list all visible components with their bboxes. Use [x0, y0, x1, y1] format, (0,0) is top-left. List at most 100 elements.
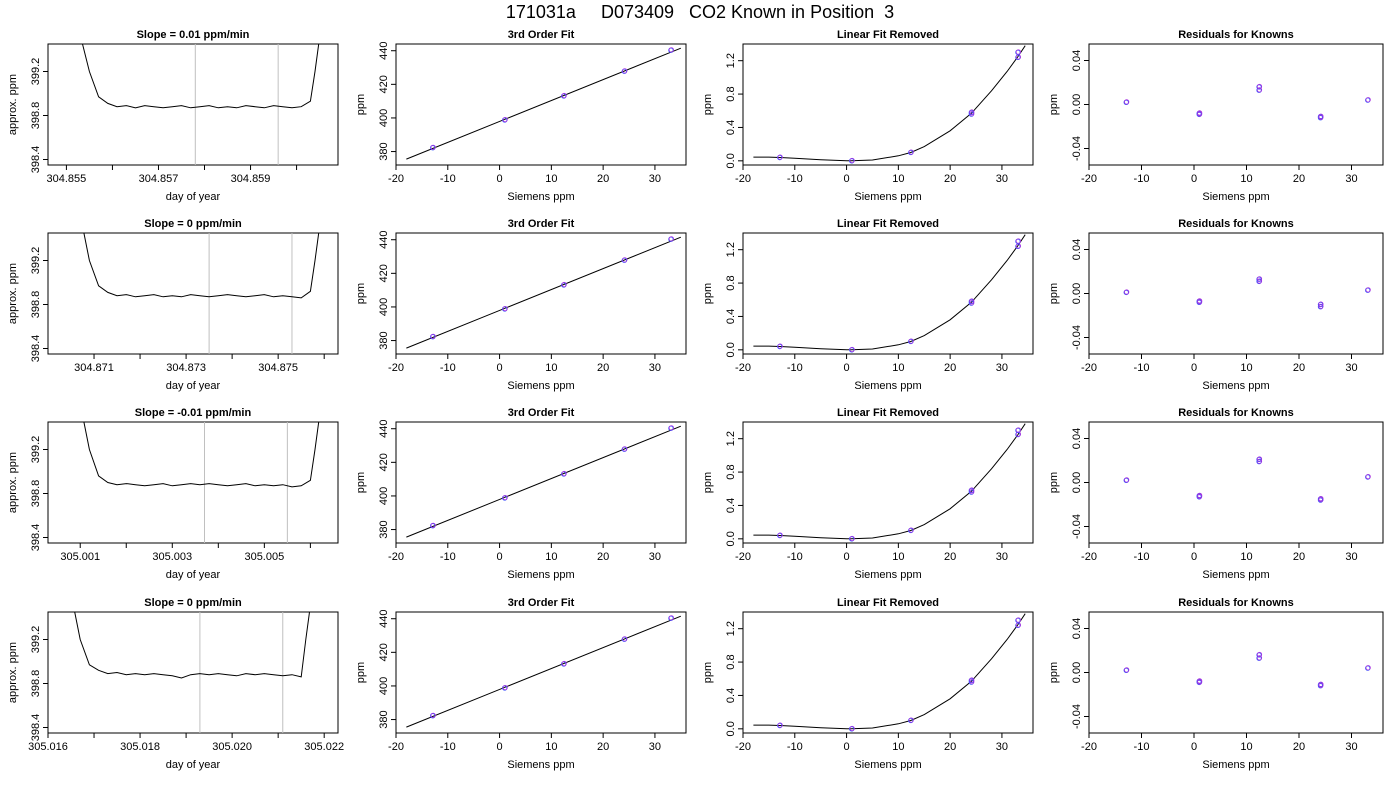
data-point-overlay — [622, 446, 628, 452]
data-point-overlay — [1256, 655, 1263, 661]
y-tick-label: 0.04 — [1071, 618, 1083, 639]
x-tick-label: -20 — [1081, 362, 1097, 374]
panel-0-2: Linear Fit Removed Siemens ppm ppm -20 -10 0 1… — [702, 29, 1034, 203]
y-tick-label: 398.4 — [30, 335, 42, 363]
x-tick-label: 0 — [844, 551, 850, 563]
x-tick-label: 305.016 — [28, 741, 68, 753]
data-point-overlay — [969, 677, 975, 683]
x-tick-label: -10 — [1134, 741, 1150, 753]
data-point-overlay — [430, 522, 436, 528]
x-tick-label: 20 — [1293, 741, 1305, 753]
y-axis-label: ppm — [702, 283, 714, 304]
x-tick-label: 10 — [892, 362, 904, 374]
fit-curve — [753, 423, 1026, 540]
x-axis-label: Siemens ppm — [854, 380, 921, 392]
x-tick-label: 305.001 — [60, 551, 100, 563]
x-tick-label: -10 — [787, 362, 803, 374]
x-tick-label: 305.020 — [212, 741, 252, 753]
x-axis-label: Siemens ppm — [507, 380, 574, 392]
data-point-overlay — [430, 333, 436, 339]
data-point-overlay — [1256, 87, 1263, 93]
data-point-overlay — [908, 149, 914, 155]
y-axis-label: ppm — [355, 662, 367, 683]
y-tick-label: 399.2 — [30, 626, 42, 654]
plot-frame — [742, 611, 1034, 734]
data-point-overlay — [1318, 497, 1324, 503]
x-tick-label: -10 — [440, 173, 456, 185]
data-point-overlay — [1015, 617, 1021, 623]
panel-3-3: Residuals for Knowns Siemens ppm ppm -20 -10… — [1048, 597, 1384, 771]
x-tick-label: 10 — [545, 362, 557, 374]
x-tick-label: 20 — [597, 551, 609, 563]
x-tick-label: 10 — [892, 173, 904, 185]
x-axis-label: Siemens ppm — [507, 191, 574, 203]
x-tick-label: 10 — [1240, 362, 1252, 374]
y-axis-label: approx. ppm — [7, 263, 19, 324]
panel-1-1: 3rd Order Fit Siemens ppm ppm -20 -10 0 10 20 30… — [355, 218, 687, 392]
x-tick-label: 305.005 — [244, 551, 284, 563]
data-point-overlay — [430, 144, 436, 150]
y-tick-label: 0.04 — [1071, 239, 1083, 260]
data-point-overlay — [777, 154, 783, 160]
y-axis-label: ppm — [702, 94, 714, 115]
data-point-overlay — [622, 68, 628, 74]
plot-area — [83, 233, 320, 354]
x-tick-label: 20 — [597, 741, 609, 753]
plot-area — [83, 422, 320, 543]
x-tick-label: 0 — [1191, 741, 1197, 753]
x-tick-label: 30 — [996, 551, 1008, 563]
y-tick-label: 400 — [378, 298, 390, 316]
x-tick-label: 0 — [844, 173, 850, 185]
data-point-overlay — [908, 338, 914, 344]
x-tick-label: 304.859 — [231, 173, 271, 185]
fit-curve — [753, 45, 1026, 162]
x-tick-label: 0 — [497, 173, 503, 185]
data-point-overlay — [622, 636, 628, 642]
data-point-overlay — [777, 532, 783, 538]
y-tick-label: -0.04 — [1071, 325, 1083, 350]
panel-2-3: Residuals for Knowns Siemens ppm ppm -20 -10… — [1048, 407, 1384, 581]
x-tick-label: -20 — [735, 362, 751, 374]
x-tick-label: 10 — [1240, 741, 1252, 753]
y-tick-label: -0.04 — [1071, 704, 1083, 729]
y-tick-label: 440 — [378, 42, 390, 60]
data-point-overlay — [1318, 301, 1324, 307]
panel-1-0: Slope = 0 ppm/min day of year approx. ppm 3… — [7, 218, 339, 392]
y-tick-label: 399.2 — [30, 436, 42, 464]
panel-1-2: Linear Fit Removed Siemens ppm ppm -20 -10 0 1… — [702, 218, 1034, 392]
y-axis-label: ppm — [1048, 283, 1060, 304]
y-tick-label: 420 — [378, 75, 390, 93]
data-point-overlay — [1256, 276, 1263, 282]
y-axis-label: approx. ppm — [7, 642, 19, 703]
data-point-overlay — [1197, 111, 1203, 117]
x-tick-label: 20 — [944, 741, 956, 753]
plot-area — [753, 45, 1026, 164]
x-tick-label: -20 — [1081, 741, 1097, 753]
data-point-overlay — [502, 494, 508, 501]
y-axis-label: approx. ppm — [7, 452, 19, 513]
y-axis-label: ppm — [1048, 472, 1060, 493]
y-tick-label: 0.4 — [725, 498, 737, 513]
fit-line — [406, 425, 682, 538]
data-point-overlay — [969, 298, 975, 304]
x-tick-label: 10 — [545, 551, 557, 563]
y-tick-label: 0.8 — [725, 464, 737, 479]
y-tick-label: 380 — [378, 520, 390, 538]
panel-title: Linear Fit Removed — [837, 29, 939, 41]
x-axis-label: Siemens ppm — [507, 759, 574, 771]
series-line — [83, 233, 320, 299]
y-tick-label: 1.2 — [725, 242, 737, 257]
y-tick-label: 0.04 — [1071, 428, 1083, 449]
panel-0-3: Residuals for Knowns Siemens ppm ppm -20 -10… — [1048, 29, 1384, 203]
x-tick-label: 30 — [996, 173, 1008, 185]
y-tick-label: 399.2 — [30, 247, 42, 275]
y-tick-label: 0.0 — [725, 342, 737, 357]
y-tick-label: 380 — [378, 710, 390, 728]
plot-area — [753, 613, 1026, 732]
x-tick-label: -20 — [735, 741, 751, 753]
panel-title: Slope = 0 ppm/min — [144, 218, 242, 230]
y-tick-label: 0.00 — [1071, 283, 1083, 304]
data-point-overlay — [1015, 427, 1021, 433]
y-axis-label: ppm — [355, 472, 367, 493]
